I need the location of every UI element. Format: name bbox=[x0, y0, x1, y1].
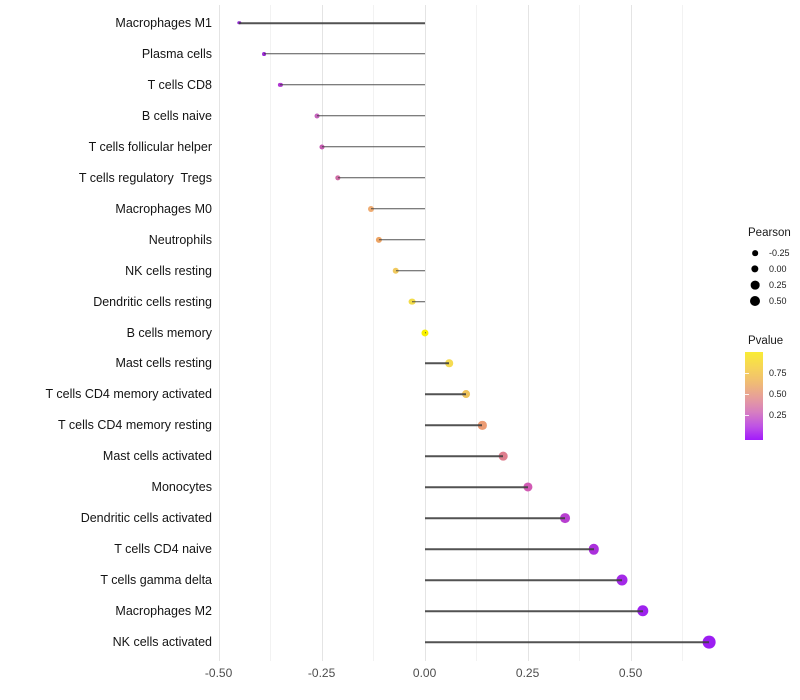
y-axis-label: Plasma cells bbox=[141, 46, 212, 61]
gridline-major bbox=[527, 5, 529, 661]
lollipop-stem bbox=[424, 331, 426, 334]
lollipop-stem bbox=[424, 517, 565, 519]
legend-pvalue-title: Pvalue bbox=[748, 335, 784, 347]
legend-gradient-label: 0.75 bbox=[769, 368, 787, 378]
y-axis-label: Dendritic cells resting bbox=[93, 294, 212, 309]
legend-gradient-label: 0.25 bbox=[769, 410, 787, 420]
lollipop-stem bbox=[424, 579, 623, 581]
legend-size-dot bbox=[751, 265, 759, 273]
gridline-minor bbox=[373, 5, 375, 661]
y-axis-label: Monocytes bbox=[151, 480, 212, 495]
legend-gradient-tick bbox=[745, 394, 749, 395]
x-axis-tick-label: 0.00 bbox=[412, 666, 437, 680]
lollipop-stem bbox=[239, 22, 425, 24]
lollipop-stem bbox=[424, 486, 528, 488]
y-axis-label: T cells CD8 bbox=[147, 77, 212, 92]
y-axis-label: B cells naive bbox=[141, 108, 212, 123]
y-axis-label: T cells CD4 naive bbox=[114, 542, 212, 557]
gridline-minor bbox=[270, 5, 272, 661]
lollipop-stem bbox=[395, 269, 425, 272]
y-axis-label: Mast cells resting bbox=[115, 356, 212, 371]
lollipop-stem bbox=[424, 548, 594, 550]
lollipop-stem bbox=[317, 115, 425, 117]
legend-size-dot bbox=[750, 280, 760, 290]
data-point bbox=[461, 390, 470, 399]
lollipop-stem bbox=[412, 300, 425, 303]
lollipop-stem bbox=[371, 207, 425, 210]
lollipop-stem bbox=[424, 424, 483, 427]
y-axis-label: Dendritic cells activated bbox=[80, 511, 212, 526]
x-axis-tick-label: -0.50 bbox=[204, 666, 233, 680]
data-point bbox=[588, 543, 599, 555]
data-point bbox=[498, 451, 508, 461]
x-axis-tick-label: 0.25 bbox=[515, 666, 540, 680]
legend-pearson-title: Pearson bbox=[748, 227, 791, 239]
y-axis-label: Mast cells activated bbox=[102, 449, 212, 464]
data-point bbox=[523, 482, 533, 492]
y-axis-label: NK cells activated bbox=[112, 635, 212, 649]
gridline-minor bbox=[476, 5, 478, 661]
y-axis-label: Neutrophils bbox=[148, 232, 212, 247]
y-axis-label: T cells follicular helper bbox=[88, 139, 212, 154]
data-point bbox=[559, 513, 570, 524]
lollipop-stem bbox=[424, 641, 709, 643]
data-point bbox=[616, 574, 628, 586]
legend-size-dot bbox=[752, 250, 758, 256]
legend-size-label: 0.25 bbox=[769, 280, 787, 290]
legend-size-dot bbox=[750, 296, 760, 306]
x-axis-tick-label: -0.25 bbox=[307, 666, 336, 680]
lollipop-stem bbox=[338, 177, 425, 179]
lollipop-stem bbox=[379, 238, 425, 241]
x-axis-tick-label: 0.50 bbox=[618, 666, 643, 680]
legend-gradient-tick bbox=[745, 415, 749, 416]
y-axis-label: NK cells resting bbox=[125, 263, 212, 278]
gridline-major bbox=[321, 5, 323, 661]
data-point bbox=[445, 359, 454, 368]
data-point bbox=[702, 635, 716, 649]
data-point bbox=[637, 605, 649, 617]
y-axis-label: Macrophages M0 bbox=[115, 201, 212, 216]
y-axis-label: Macrophages M2 bbox=[115, 604, 212, 619]
y-axis-label: T cells CD4 memory activated bbox=[45, 387, 213, 402]
y-axis-label: B cells memory bbox=[126, 325, 212, 340]
lollipop-stem bbox=[424, 610, 643, 612]
lollipop-stem bbox=[321, 146, 425, 148]
legend-gradient-label: 0.50 bbox=[769, 389, 787, 399]
gridline-major bbox=[218, 5, 220, 661]
y-axis-label: Macrophages M1 bbox=[115, 16, 212, 30]
legend-size-label: 0.50 bbox=[769, 296, 787, 306]
gridline-major bbox=[630, 5, 632, 661]
legend-size-label: 0.00 bbox=[769, 264, 787, 274]
lollipop-stem bbox=[424, 362, 450, 365]
lollipop-stem bbox=[263, 53, 425, 55]
y-axis-label: T cells regulatory Tregs bbox=[78, 170, 212, 185]
legend-size-label: -0.25 bbox=[769, 248, 790, 258]
lollipop-stem bbox=[280, 84, 425, 86]
gridline-minor bbox=[682, 5, 684, 661]
data-point bbox=[478, 421, 487, 430]
legend-pvalue-gradient-bar bbox=[745, 352, 763, 440]
y-axis-label: T cells gamma delta bbox=[100, 573, 212, 588]
legend-gradient-tick bbox=[745, 373, 749, 374]
gridline-minor bbox=[579, 5, 581, 661]
lollipop-stem bbox=[424, 455, 503, 458]
y-axis-label: T cells CD4 memory resting bbox=[58, 418, 212, 433]
lollipop-stem bbox=[424, 393, 466, 396]
